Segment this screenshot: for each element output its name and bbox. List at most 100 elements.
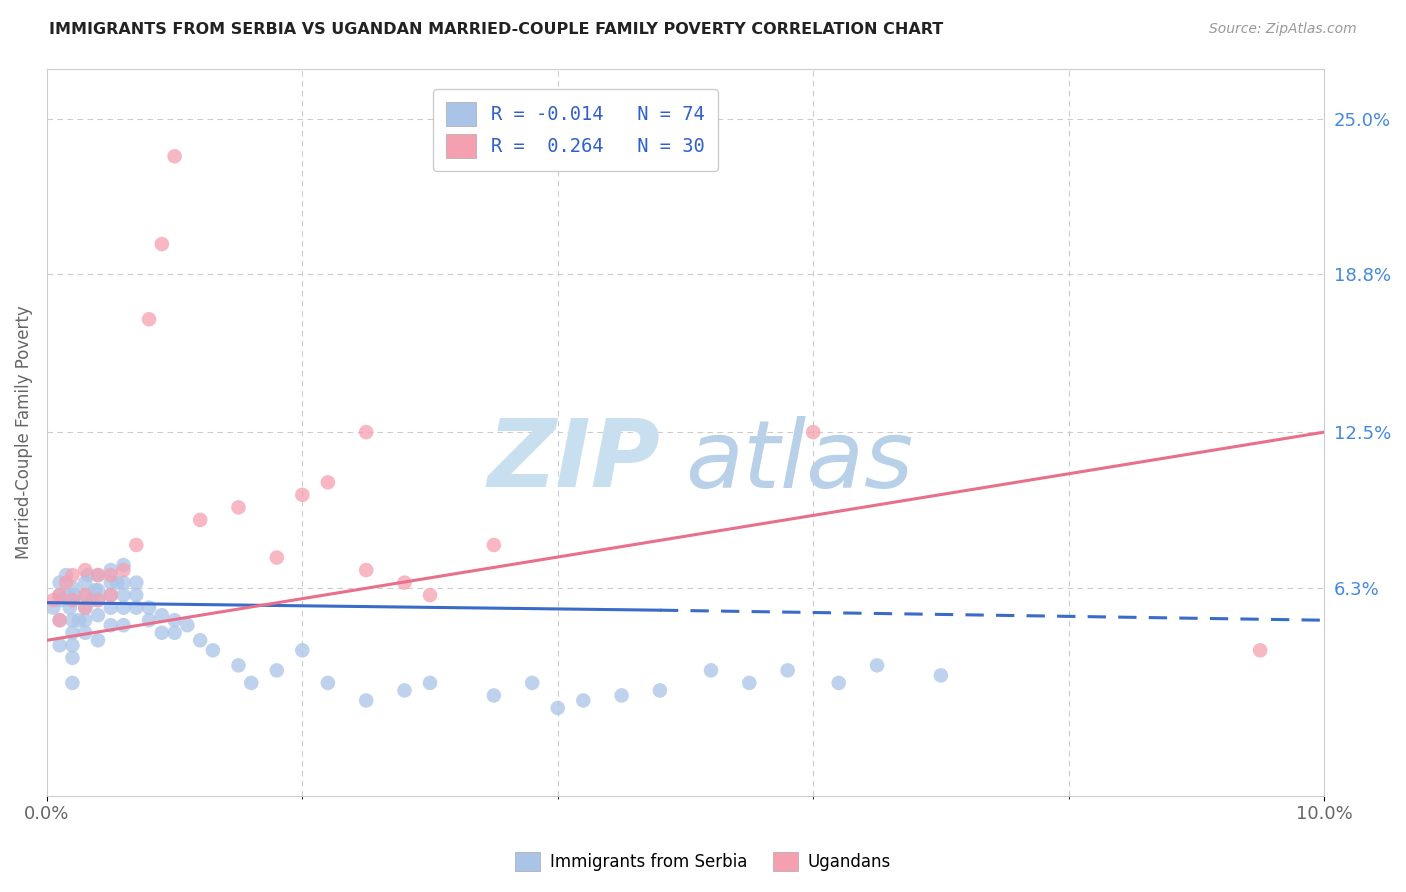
Point	[75, 600, 97, 615]
Point	[482, 538, 505, 552]
Point	[100, 600, 122, 615]
Point	[354, 693, 377, 707]
Point	[63, 588, 86, 602]
Point	[55, 588, 77, 602]
Point	[163, 625, 186, 640]
Point	[48, 613, 70, 627]
Point	[62, 625, 84, 640]
Point	[75, 588, 97, 602]
Point	[648, 683, 671, 698]
Point	[866, 658, 889, 673]
Point	[776, 664, 799, 678]
Point	[291, 488, 314, 502]
Point	[55, 575, 77, 590]
Point	[163, 613, 186, 627]
Point	[150, 608, 173, 623]
Point	[62, 581, 84, 595]
Point	[394, 575, 416, 590]
Point	[738, 676, 761, 690]
Point	[48, 575, 70, 590]
Point	[522, 676, 544, 690]
Point	[87, 593, 110, 607]
Point	[112, 558, 135, 572]
Point	[75, 625, 97, 640]
Point	[801, 425, 824, 439]
Point	[48, 588, 70, 602]
Point	[100, 618, 122, 632]
Point	[62, 613, 84, 627]
Point	[62, 676, 84, 690]
Point	[87, 568, 110, 582]
Point	[188, 513, 211, 527]
Point	[87, 568, 110, 582]
Point	[100, 568, 122, 582]
Point	[112, 588, 135, 602]
Point	[547, 701, 569, 715]
Point	[112, 575, 135, 590]
Point	[67, 613, 90, 627]
Point	[87, 593, 110, 607]
Point	[62, 568, 84, 582]
Point	[240, 676, 263, 690]
Point	[150, 237, 173, 252]
Point	[51, 593, 73, 607]
Point	[228, 500, 250, 515]
Point	[419, 676, 441, 690]
Point	[354, 563, 377, 577]
Point	[75, 600, 97, 615]
Point	[112, 618, 135, 632]
Point	[100, 575, 122, 590]
Point	[75, 575, 97, 590]
Point	[75, 563, 97, 577]
Point	[125, 600, 148, 615]
Point	[394, 683, 416, 698]
Legend: R = -0.014   N = 74, R =  0.264   N = 30: R = -0.014 N = 74, R = 0.264 N = 30	[433, 89, 718, 170]
Point	[828, 676, 851, 690]
Point	[55, 568, 77, 582]
Point	[48, 588, 70, 602]
Y-axis label: Married-Couple Family Poverty: Married-Couple Family Poverty	[15, 305, 32, 559]
Point	[138, 312, 160, 326]
Point	[176, 618, 198, 632]
Point	[87, 608, 110, 623]
Point	[138, 613, 160, 627]
Point	[316, 676, 339, 690]
Point	[76, 568, 98, 582]
Point	[42, 600, 65, 615]
Text: ZIP: ZIP	[486, 416, 659, 508]
Point	[228, 658, 250, 673]
Point	[42, 593, 65, 607]
Point	[138, 600, 160, 615]
Point	[112, 563, 135, 577]
Point	[75, 613, 97, 627]
Point	[62, 593, 84, 607]
Point	[125, 588, 148, 602]
Point	[87, 583, 110, 598]
Point	[201, 643, 224, 657]
Point	[112, 600, 135, 615]
Point	[80, 593, 103, 607]
Point	[48, 638, 70, 652]
Point	[163, 149, 186, 163]
Point	[62, 638, 84, 652]
Point	[100, 588, 122, 602]
Point	[59, 600, 82, 615]
Point	[125, 538, 148, 552]
Point	[75, 588, 97, 602]
Point	[572, 693, 595, 707]
Point	[105, 575, 128, 590]
Point	[1249, 643, 1271, 657]
Point	[48, 613, 70, 627]
Point	[482, 689, 505, 703]
Point	[87, 633, 110, 648]
Point	[100, 588, 122, 602]
Point	[62, 650, 84, 665]
Point	[62, 593, 84, 607]
Point	[125, 575, 148, 590]
Point	[188, 633, 211, 648]
Text: atlas: atlas	[686, 416, 914, 507]
Point	[316, 475, 339, 490]
Point	[150, 625, 173, 640]
Point	[354, 425, 377, 439]
Legend: Immigrants from Serbia, Ugandans: Immigrants from Serbia, Ugandans	[506, 843, 900, 880]
